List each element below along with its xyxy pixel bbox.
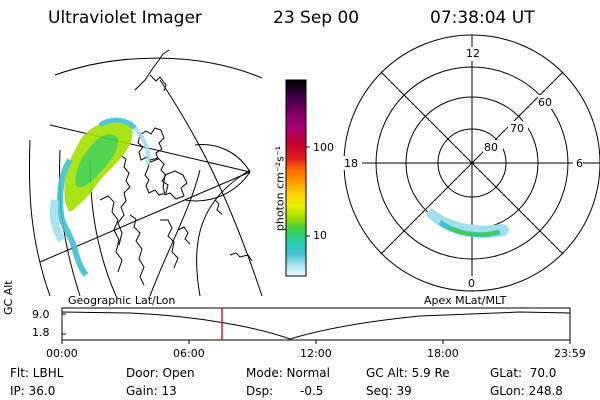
apex-caption: Apex MLat/MLT (424, 294, 507, 307)
filter-info: Flt: LBHL (10, 366, 64, 380)
lat-label-60: 60 (538, 96, 552, 109)
colorbar-gradient (285, 79, 307, 277)
map-lat-arc-left (28, 139, 51, 297)
dsp-label: Dsp: (246, 384, 274, 398)
timeline-ytick-high: 9.0 (32, 308, 50, 321)
time-label: 07:38:04 UT (430, 8, 535, 28)
timeline-xtick-0000: 00:00 (46, 347, 78, 360)
instrument-title: Ultraviolet Imager (48, 8, 202, 28)
auroral-oval-map (49, 117, 151, 277)
mode-info: Mode: Normal (246, 366, 330, 380)
mlt-label-0: 0 (468, 277, 475, 290)
timeline-xtick-1800: 18:00 (427, 347, 459, 360)
glon-info: GLon: 248.8 (490, 384, 563, 398)
door-info: Door: Open (126, 366, 195, 380)
timeline-ytick-low: 1.8 (32, 326, 50, 339)
colorbar-tick-100: 100 (313, 141, 334, 154)
dsp-value: -0.5 (300, 384, 324, 398)
mlt-label-18: 18 (344, 157, 358, 170)
date-label: 23 Sep 00 (273, 8, 360, 28)
timeline-xtick-0600: 06:00 (173, 347, 205, 360)
glat-info: GLat: 70.0 (490, 366, 557, 380)
colorbar-tick-10: 10 (313, 229, 327, 242)
lat-label-70: 70 (510, 122, 524, 135)
mlt-label-12: 12 (466, 47, 480, 60)
geographic-caption: Geographic Lat/Lon (68, 294, 176, 307)
lat-label-80: 80 (484, 141, 498, 154)
altitude-curve (61, 311, 571, 340)
timeline-xtick-2359: 23:59 (554, 347, 586, 360)
auroral-oval-polar (425, 208, 510, 238)
ip-info: IP: 36.0 (10, 384, 56, 398)
gain-info: Gain: 13 (126, 384, 177, 398)
mlt-label-6: 6 (576, 157, 583, 170)
timeline-xtick-1200: 12:00 (300, 347, 332, 360)
gc-alt-info: GC Alt: 5.9 Re (366, 366, 450, 380)
seq-info: Seq: 39 (366, 384, 412, 398)
